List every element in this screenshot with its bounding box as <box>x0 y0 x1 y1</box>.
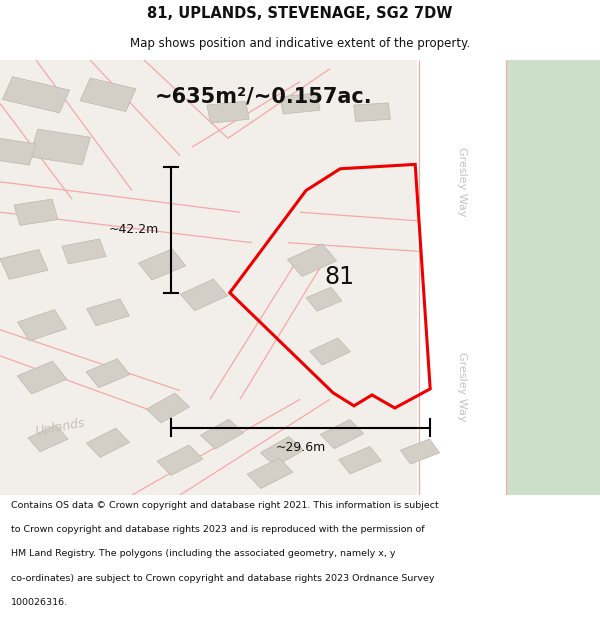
Bar <box>28 425 68 452</box>
Bar <box>62 239 106 264</box>
Bar <box>29 129 91 165</box>
Bar <box>157 445 203 476</box>
Bar <box>260 437 304 466</box>
Bar <box>86 428 130 458</box>
Bar <box>2 77 70 113</box>
Bar <box>139 249 185 280</box>
Text: Map shows position and indicative extent of the property.: Map shows position and indicative extent… <box>130 37 470 50</box>
Text: 81: 81 <box>324 266 354 289</box>
Text: Gresley Way: Gresley Way <box>457 351 467 421</box>
Bar <box>146 393 190 423</box>
Text: ~635m²/~0.157ac.: ~635m²/~0.157ac. <box>155 87 373 107</box>
Bar <box>207 101 249 123</box>
Text: Contains OS data © Crown copyright and database right 2021. This information is : Contains OS data © Crown copyright and d… <box>11 501 439 509</box>
Text: to Crown copyright and database rights 2023 and is reproduced with the permissio: to Crown copyright and database rights 2… <box>11 525 424 534</box>
Bar <box>86 299 130 326</box>
Bar <box>0 138 35 165</box>
Bar <box>320 419 364 449</box>
Bar <box>400 439 440 464</box>
Bar <box>353 103 391 121</box>
Bar <box>280 93 320 114</box>
Bar <box>0 249 48 279</box>
Bar <box>80 78 136 111</box>
Text: HM Land Registry. The polygons (including the associated geometry, namely x, y: HM Land Registry. The polygons (includin… <box>11 549 395 558</box>
Text: 81, UPLANDS, STEVENAGE, SG2 7DW: 81, UPLANDS, STEVENAGE, SG2 7DW <box>148 6 452 21</box>
Polygon shape <box>417 60 507 495</box>
Bar <box>310 338 350 365</box>
Text: ~42.2m: ~42.2m <box>109 223 159 236</box>
Text: ~29.6m: ~29.6m <box>275 441 326 454</box>
Bar <box>287 244 337 276</box>
Text: co-ordinates) are subject to Crown copyright and database rights 2023 Ordnance S: co-ordinates) are subject to Crown copyr… <box>11 574 434 582</box>
Bar <box>507 60 600 495</box>
Bar <box>247 458 293 489</box>
Text: 100026316.: 100026316. <box>11 598 68 607</box>
Text: Gresley Way: Gresley Way <box>457 147 467 216</box>
Bar <box>306 288 342 311</box>
Bar <box>200 419 244 449</box>
Bar <box>17 361 67 394</box>
Bar <box>14 199 58 226</box>
Bar <box>17 309 67 341</box>
Bar <box>339 446 381 474</box>
Bar <box>181 279 227 311</box>
Text: Uplands: Uplands <box>34 417 86 438</box>
Bar <box>86 359 130 388</box>
